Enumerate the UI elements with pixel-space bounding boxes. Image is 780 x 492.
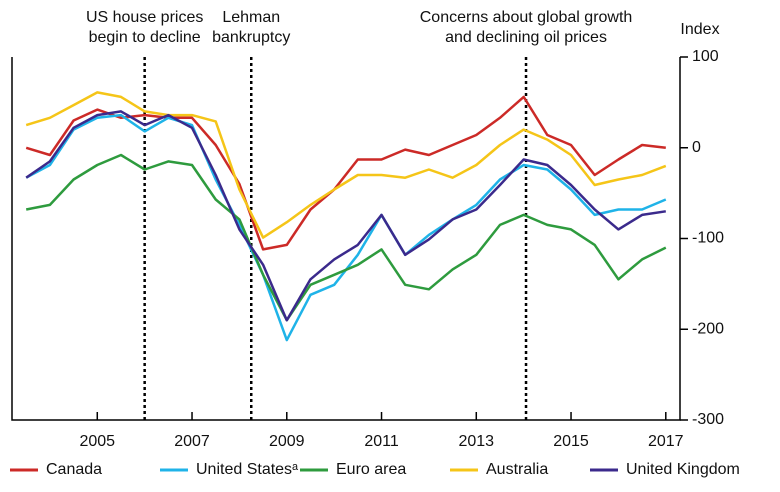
x-tick-label: 2007 — [174, 433, 210, 450]
legend-label: Canada — [46, 461, 102, 478]
x-tick-label: 2005 — [79, 433, 115, 450]
event-label: Concerns about global growth — [420, 9, 633, 26]
x-tick-label: 2017 — [648, 433, 684, 450]
series-line — [25, 91, 667, 239]
event-label: begin to decline — [89, 29, 201, 46]
x-tick-label: 2013 — [458, 433, 494, 450]
legend-label: United Kingdom — [626, 461, 740, 478]
event-label: Lehman — [222, 9, 280, 26]
series-line — [25, 110, 666, 322]
event-label: bankruptcy — [212, 29, 290, 46]
series-line — [25, 153, 667, 322]
series-line — [25, 95, 666, 251]
event-label: and declining oil prices — [445, 29, 607, 46]
axis-frame — [11, 57, 681, 421]
y-tick-label: 100 — [692, 48, 719, 65]
y-tick-label: -300 — [692, 411, 724, 428]
x-tick-label: 2011 — [364, 433, 399, 450]
x-tick-label: 2015 — [553, 433, 589, 450]
legend-label: Australia — [486, 461, 548, 478]
series-line — [25, 113, 667, 342]
y-tick-label: -200 — [692, 320, 724, 337]
y-axis-label: Index — [680, 21, 719, 38]
legend-label: United Statesᵃ — [196, 461, 299, 478]
x-tick-label: 2009 — [269, 433, 305, 450]
legend-label: Euro area — [336, 461, 406, 478]
y-tick-label: -100 — [692, 230, 724, 247]
y-tick-label: 0 — [692, 139, 701, 156]
event-label: US house prices — [86, 9, 203, 26]
